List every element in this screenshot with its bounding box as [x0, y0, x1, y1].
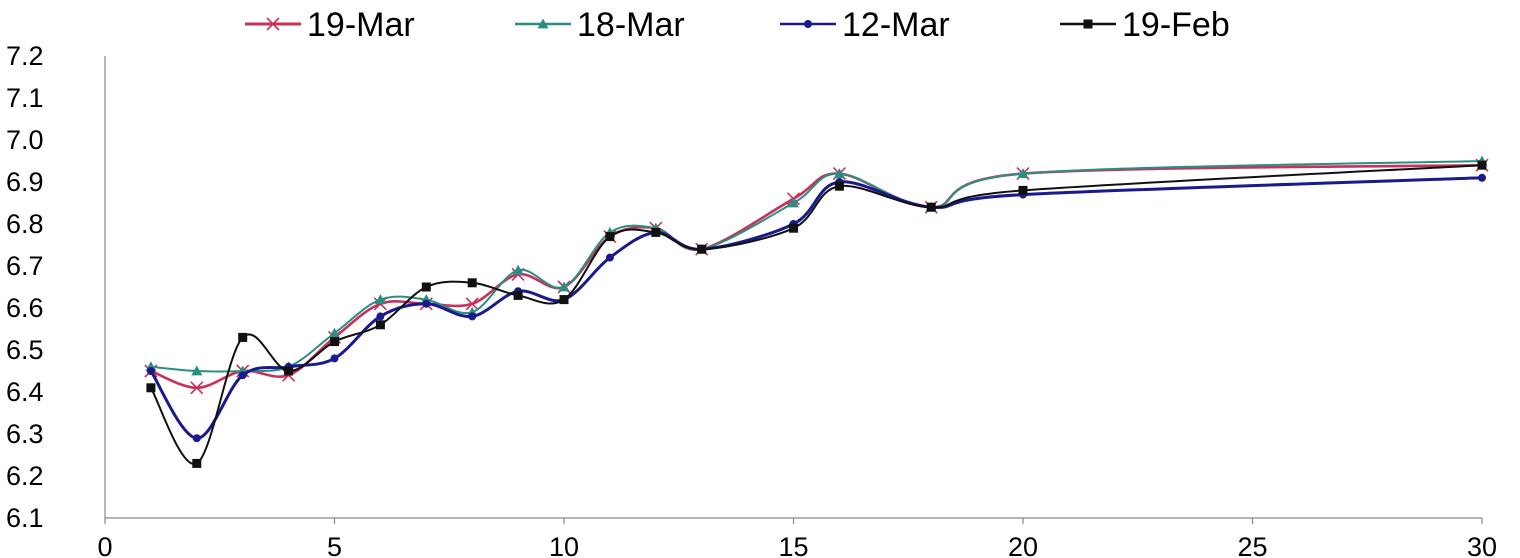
x-tick-label: 30 — [1467, 532, 1497, 558]
y-tick-label: 6.4 — [6, 377, 44, 407]
legend-item: 18-Mar — [515, 6, 685, 44]
y-tick-label: 6.9 — [6, 167, 44, 197]
data-point — [376, 312, 385, 321]
data-point — [468, 312, 477, 321]
legend-marker — [266, 17, 280, 31]
data-point — [375, 320, 385, 330]
legend-item: 12-Mar — [780, 6, 950, 44]
legend-item: 19-Feb — [1060, 6, 1230, 44]
data-point — [605, 253, 614, 262]
data-point — [467, 278, 477, 288]
data-point — [146, 383, 156, 393]
data-point — [559, 295, 569, 305]
y-tick-label: 6.3 — [6, 419, 44, 449]
data-point — [146, 367, 155, 375]
data-point — [834, 181, 844, 191]
data-point — [374, 294, 386, 304]
y-tick-label: 6.6 — [6, 293, 44, 323]
data-point — [191, 365, 203, 376]
series-19-feb — [146, 160, 1487, 468]
data-point — [605, 232, 615, 242]
legend-marker — [537, 18, 549, 29]
data-point — [238, 332, 248, 342]
data-point — [789, 223, 798, 233]
series-12-mar — [146, 173, 1486, 443]
y-tick-label: 7.1 — [6, 83, 44, 113]
data-point — [238, 371, 247, 380]
legend-label: 12-Mar — [842, 6, 950, 44]
data-point — [1017, 168, 1029, 178]
legend-label: 19-Mar — [307, 6, 415, 44]
legend-label: 18-Mar — [577, 6, 685, 44]
y-tick-label: 6.7 — [6, 251, 44, 281]
data-point — [512, 264, 524, 275]
x-tick-label: 0 — [97, 532, 112, 558]
data-point — [330, 337, 339, 347]
data-point — [421, 282, 431, 292]
x-tick-label: 25 — [1237, 532, 1267, 558]
axes: 6.1 6.2 6.3 6.4 6.5 6.6 6.7 6.8 6.9 7.0 7.1 7.2 0 5 10… — [6, 41, 1497, 558]
data-point — [1018, 185, 1028, 195]
y-tick-label: 7.0 — [6, 125, 44, 155]
data-point — [833, 168, 845, 178]
series-line — [149, 160, 1483, 373]
data-point — [422, 299, 431, 308]
x-tick-label: 10 — [549, 532, 579, 558]
data-point — [926, 202, 936, 212]
series-line — [149, 164, 1483, 465]
data-point — [651, 227, 661, 237]
series-19-mar — [144, 158, 1489, 395]
legend-marker — [1083, 19, 1093, 29]
legend-label: 19-Feb — [1122, 6, 1230, 44]
legend-item: 19-Mar — [245, 6, 415, 44]
data-point — [1477, 160, 1487, 170]
y-tick-label: 6.5 — [6, 335, 44, 365]
data-point — [284, 366, 294, 376]
data-point — [697, 244, 707, 254]
data-point — [330, 354, 339, 363]
x-tick-label: 15 — [778, 532, 808, 558]
data-point — [190, 381, 204, 395]
data-point — [513, 290, 523, 300]
series-18-mar — [145, 155, 1488, 376]
y-tick-label: 6.8 — [6, 209, 44, 239]
x-tick-label: 20 — [1008, 532, 1038, 558]
data-point — [192, 434, 201, 443]
series-group — [144, 155, 1489, 468]
data-point — [192, 458, 202, 468]
data-point — [788, 197, 799, 208]
data-point — [558, 281, 570, 292]
data-point — [465, 297, 479, 311]
data-point — [329, 327, 340, 338]
legend: 19-Mar 18-Mar 12-Mar 19-Feb — [245, 6, 1230, 44]
y-tick-label: 7.2 — [6, 41, 44, 71]
x-tick-label: 5 — [327, 532, 342, 558]
y-tick-label: 6.1 — [6, 503, 44, 533]
y-tick-label: 6.2 — [6, 461, 44, 491]
legend-marker — [804, 20, 812, 28]
series-line — [149, 176, 1484, 440]
data-point — [1478, 173, 1486, 182]
